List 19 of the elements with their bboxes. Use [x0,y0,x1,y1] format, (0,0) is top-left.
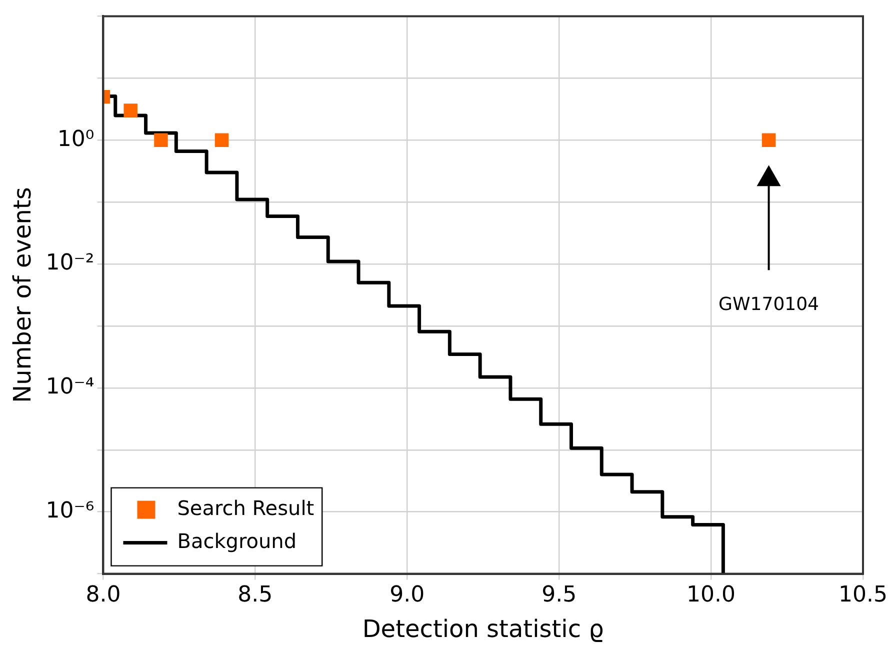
point [762,133,776,147]
y-tick-label: 10⁻⁶ [46,498,94,524]
annotation: GW170104 [718,294,820,315]
x-tick-label: 9.0 [390,582,425,608]
legend-label: Search Result [177,496,314,520]
legend-label: Background [177,529,297,554]
point [154,133,168,147]
x-tick-label: 8.5 [238,582,273,608]
x-tick-label: 9.5 [542,582,577,608]
y-tick-label: 10⁻⁴ [46,374,94,400]
x-tick-label: 8.0 [86,582,121,608]
y-tick-label: 10⁰ [57,126,94,152]
x-tick-label: 10.0 [686,582,736,608]
y-axis-title: Number of events [8,187,37,403]
x-axis-title: Detection statistic ϱ [362,614,604,643]
point [124,104,138,118]
point [214,133,229,147]
y-tick-label: 10⁻² [46,250,94,276]
x-tick-label: 10.5 [838,582,888,608]
